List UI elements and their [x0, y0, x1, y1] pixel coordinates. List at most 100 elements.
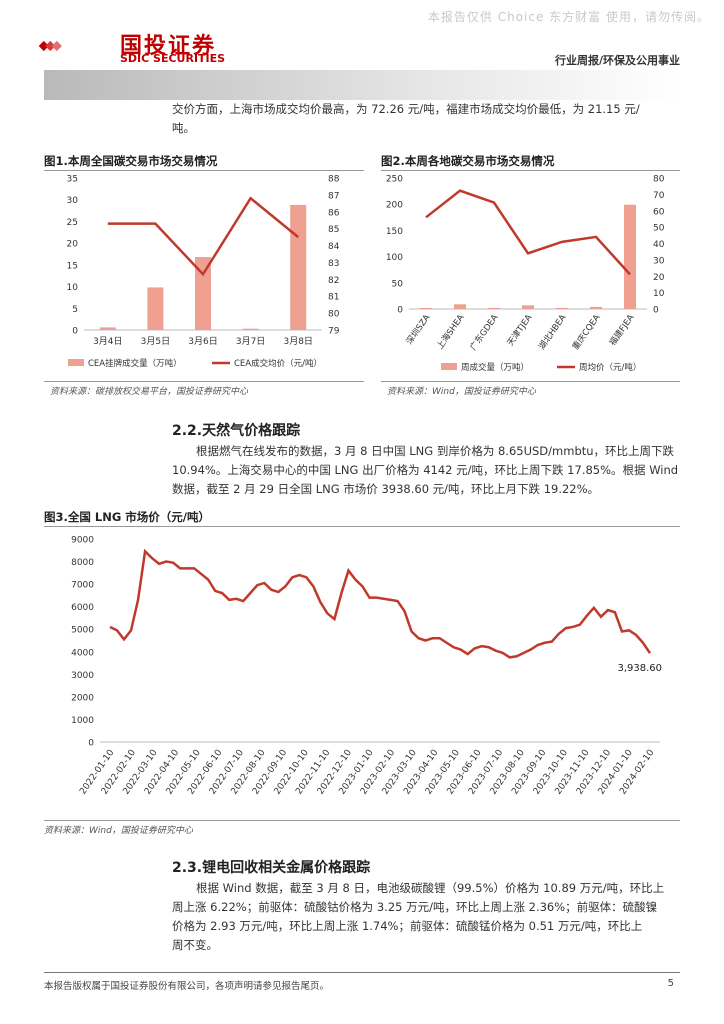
y-right-tick-label: 50 — [653, 224, 665, 234]
y-left-tick-label: 35 — [67, 175, 78, 185]
y-left-tick-label: 0 — [72, 327, 78, 337]
section-2-3-title: 2.3.锂电回收相关金属价格跟踪 — [172, 860, 371, 876]
y-right-tick-label: 20 — [653, 273, 665, 283]
company-name-en: SDIC SECURITIES — [120, 52, 226, 65]
header-bar — [44, 70, 680, 100]
y-left-tick-label: 50 — [392, 279, 404, 289]
price-line — [107, 196, 299, 277]
x-tick-label: 重庆CQEA — [570, 312, 603, 352]
x-tick-label: 3月6日 — [188, 336, 217, 347]
footer-disclaimer: 本报告版权属于国投证券股份有限公司，各项声明请参见报告尾页。 — [44, 981, 330, 992]
y-tick-label: 8000 — [71, 558, 94, 568]
x-tick-label: 天津TJEA — [505, 312, 535, 348]
y-left-tick-label: 150 — [386, 227, 403, 237]
y-tick-label: 1000 — [71, 716, 94, 726]
bar-1 — [454, 304, 466, 309]
figure2-rule — [381, 170, 680, 171]
intro-line-1: 交价方面，上海市场成交均价最高，为 72.26 元/吨，福建市场成交均价最低，为… — [172, 102, 640, 116]
figure1-chart: 0 5 10 15 20 25 30 35 79 80 81 82 83 84 85 86 87 88 3月4日 3月… — [67, 175, 340, 370]
y-right-tick-label: 84 — [328, 242, 340, 252]
bar-6 — [624, 204, 636, 309]
figure2-title: 图2.本周各地碳交易市场交易情况 — [381, 154, 555, 168]
y-right-tick-label: 83 — [328, 259, 339, 269]
y-right-tick-label: 40 — [653, 240, 665, 250]
y-left-tick-label: 5 — [72, 305, 78, 315]
intro-line-2: 吨。 — [172, 121, 195, 135]
y-left-tick-label: 30 — [67, 196, 79, 206]
bar-0 — [99, 327, 116, 330]
legend-bar-swatch — [441, 363, 457, 370]
x-tick-label: 深圳SZA — [404, 312, 433, 346]
y-right-tick-label: 82 — [328, 276, 339, 286]
legend-bar-label: 周成交量（万吨） — [461, 362, 529, 373]
y-tick-label: 7000 — [71, 581, 94, 591]
page-number: 5 — [667, 978, 674, 989]
section-2-3-line-2: 周上涨 6.22%；前驱体：硫酸钴价格为 3.25 万元/吨，环比上周上涨 2.… — [172, 900, 658, 914]
x-tick-label: 广东GDEA — [468, 312, 501, 352]
y-left-tick-label: 200 — [386, 201, 403, 211]
y-left-tick-label: 0 — [397, 306, 403, 316]
section-2-3-line-3: 价格为 2.93 万元/吨，环比上周上涨 1.74%；前驱体：硫酸锰价格为 0.… — [172, 919, 643, 933]
y-right-tick-label: 81 — [328, 293, 339, 303]
y-right-tick-label: 88 — [328, 175, 340, 185]
bar-2 — [488, 307, 500, 309]
watermark: 本报告仅供 Choice 东方财富 使用，请勿传阅。 — [427, 10, 710, 24]
company-name-cn: 国投证券 — [120, 34, 217, 59]
y-left-tick-label: 15 — [67, 261, 78, 271]
bar-2 — [195, 257, 211, 330]
legend-bar-swatch — [68, 359, 84, 366]
figure1-rule-bottom — [44, 381, 364, 382]
y-left-tick-label: 20 — [67, 240, 79, 250]
section-2-2-line-2: 10.94%。上海交易中心的中国 LNG 出厂价格为 4142 元/吨，环比上周… — [172, 463, 679, 477]
legend-bar-label: CEA挂牌成交量（万吨） — [88, 358, 182, 369]
bar-3 — [522, 305, 534, 309]
sdic-logo — [38, 40, 62, 52]
y-tick-label: 2000 — [71, 693, 94, 703]
figure3-chart: 0 1000 2000 3000 4000 5000 6000 7000 8000 9000 3,9… — [71, 536, 662, 797]
x-tick-label: 3月7日 — [236, 336, 265, 347]
y-right-tick-label: 80 — [653, 175, 665, 185]
report-type: 行业周报/环保及公用事业 — [554, 54, 680, 67]
figure1-title: 图1.本周全国碳交易市场交易情况 — [44, 154, 218, 168]
y-right-tick-label: 0 — [653, 306, 659, 316]
figure3-rule — [44, 526, 680, 527]
bar-3 — [242, 328, 259, 330]
bar-4 — [556, 307, 568, 309]
figure1-rule — [44, 170, 364, 171]
figure3-title: 图3.全国 LNG 市场价（元/吨） — [44, 510, 210, 524]
price-line — [425, 189, 631, 276]
legend-line-label: CEA成交均价（元/吨） — [234, 358, 322, 369]
figure2-source: 资料来源：Wind，国投证券研究中心 — [387, 387, 536, 397]
y-right-tick-label: 70 — [653, 191, 665, 201]
bar-1 — [147, 287, 164, 330]
x-tick-label: 上海SHEA — [435, 312, 467, 351]
x-tick-label: 福建FJEA — [607, 312, 637, 348]
legend-line-label: 周均价（元/吨） — [579, 362, 641, 373]
y-tick-label: 6000 — [71, 603, 94, 613]
y-right-tick-label: 10 — [653, 289, 665, 299]
y-left-tick-label: 10 — [67, 283, 79, 293]
y-right-tick-label: 87 — [328, 191, 339, 201]
section-2-2-line-1: 根据燃气在线发布的数据，3 月 8 日中国 LNG 到岸价格为 8.65USD/… — [196, 444, 675, 458]
bar-4 — [290, 204, 307, 330]
bar-0 — [420, 307, 432, 309]
figure2-chart: 0 50 100 150 200 250 0 10 20 30 40 50 60 70 80 深圳SZA 上海S… — [386, 175, 665, 374]
footer-rule — [44, 972, 680, 973]
section-2-2-title: 2.2.天然气价格跟踪 — [172, 423, 301, 439]
figure3-rule-bottom — [44, 820, 680, 821]
y-tick-label: 4000 — [71, 648, 94, 658]
figure2-rule-bottom — [381, 381, 680, 382]
y-left-tick-label: 25 — [67, 218, 78, 228]
y-right-tick-label: 60 — [653, 207, 665, 217]
y-tick-label: 5000 — [71, 626, 94, 636]
y-left-tick-label: 250 — [386, 175, 403, 185]
y-right-tick-label: 79 — [328, 327, 340, 337]
section-2-3-line-1: 根据 Wind 数据，截至 3 月 8 日，电池级碳酸锂（99.5%）价格为 1… — [196, 881, 665, 895]
figure1-source: 资料来源：碳排放权交易平台，国投证券研究中心 — [50, 387, 249, 397]
y-right-tick-label: 86 — [328, 208, 340, 218]
y-tick-label: 0 — [88, 739, 94, 749]
section-2-2-line-3: 数据，截至 2 月 29 日全国 LNG 市场价 3938.60 元/吨，环比上… — [172, 482, 600, 496]
y-tick-label: 3000 — [71, 671, 94, 681]
x-tick-label: 3月8日 — [283, 336, 312, 347]
figure3-source: 资料来源：Wind，国投证券研究中心 — [44, 826, 193, 836]
